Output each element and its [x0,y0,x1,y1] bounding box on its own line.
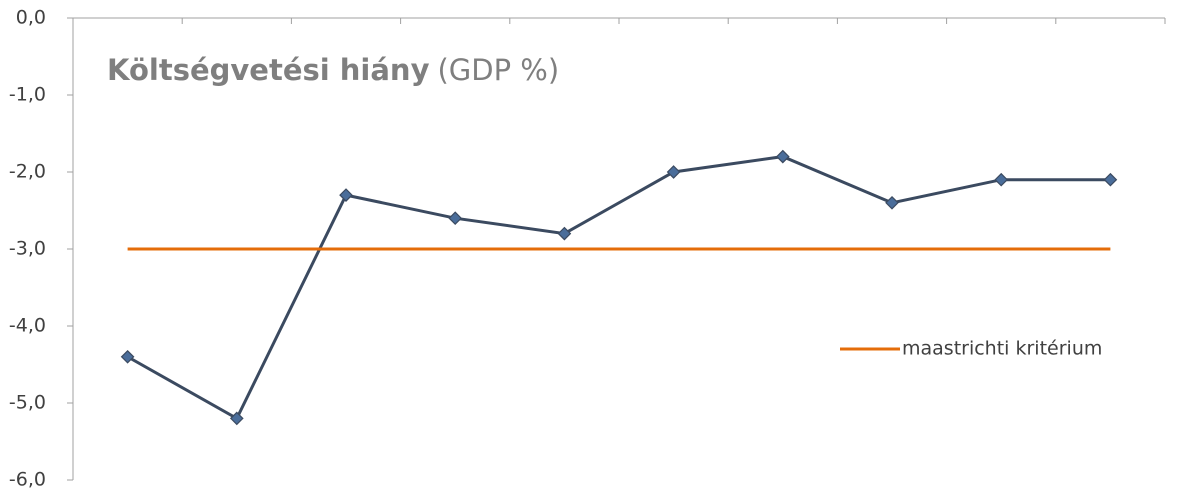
y-tick-label: -5,0 [9,392,46,414]
y-tick-label: -6,0 [9,469,46,491]
y-tick-label: -3,0 [9,238,46,260]
marker [339,188,353,202]
chart-title: Költségvetési hiány [107,53,430,87]
marker [666,165,681,179]
marker [994,172,1009,187]
y-tick-label: -2,0 [9,161,46,183]
marker [775,149,790,164]
y-tick-label: -4,0 [9,315,46,337]
y-tick-label: -1,0 [9,84,46,106]
marker [885,195,899,210]
marker [120,349,135,364]
marker [1103,172,1118,187]
marker [229,411,244,426]
marker [557,226,572,241]
legend-label: maastrichti kritérium [902,338,1102,360]
chart-subtitle: (GDP %) [437,53,559,87]
line [126,155,1111,421]
chart-title-group: Költségvetési hiány (GDP %) [107,53,559,87]
y-tick-label: 0,0 [16,7,46,29]
marker [448,211,463,226]
